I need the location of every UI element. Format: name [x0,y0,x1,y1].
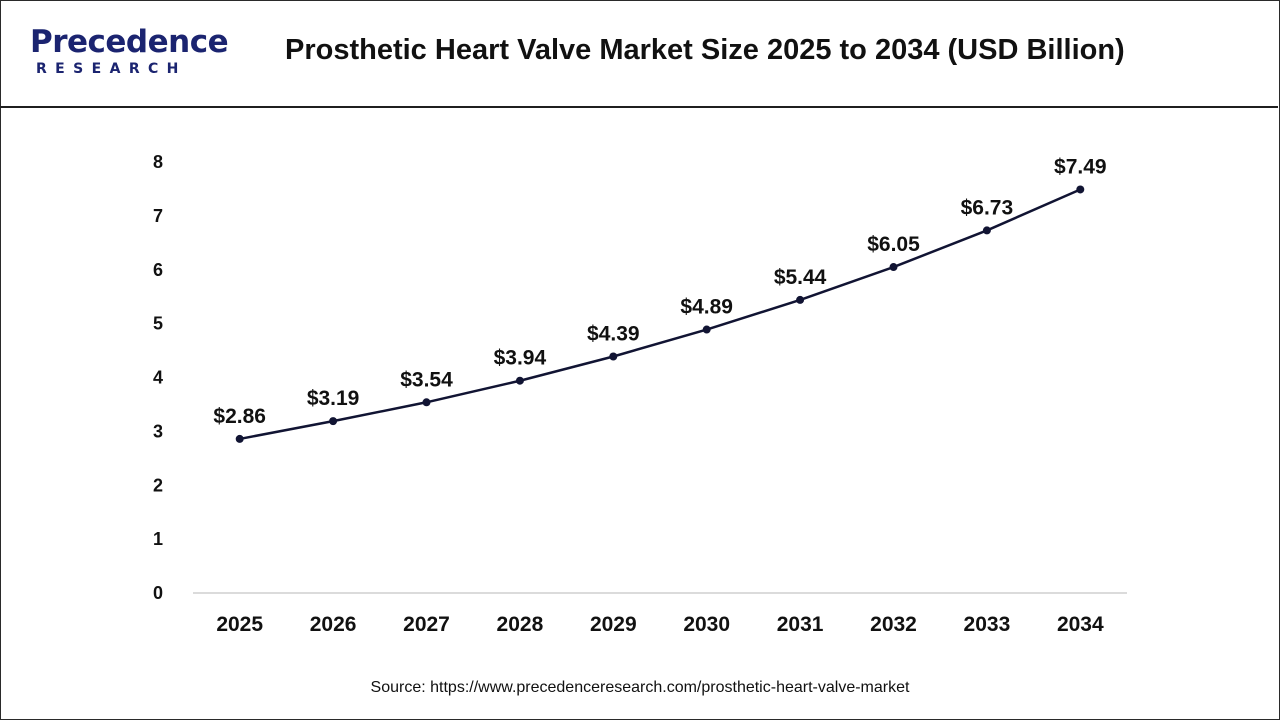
data-point [515,376,524,385]
x-tick-label: 2028 [497,613,544,636]
data-label: $5.44 [774,266,827,289]
x-tick-label: 2030 [683,613,730,636]
data-label: $2.86 [213,405,266,428]
y-tick-label: 4 [153,368,163,388]
y-tick-label: 3 [153,421,163,441]
data-point [796,295,805,304]
y-tick-label: 1 [153,529,163,549]
data-label: $4.89 [680,296,733,319]
x-tick-label: 2034 [1057,613,1104,636]
chart-title: Prosthetic Heart Valve Market Size 2025 … [285,34,1125,66]
y-tick-label: 2 [153,475,163,495]
header: Precedence RESEARCH Prosthetic Heart Val… [0,0,1278,108]
source-note: Source: https://www.precedenceresearch.c… [370,679,910,696]
data-point [1076,185,1085,194]
x-tick-label: 2029 [590,613,637,636]
data-label: $6.73 [961,196,1014,219]
y-tick-label: 8 [153,152,163,172]
data-label: $6.05 [867,233,920,256]
brand-logo: Precedence RESEARCH [30,24,230,84]
y-tick-label: 5 [153,314,163,334]
data-point [609,352,618,361]
y-tick-label: 7 [153,206,163,226]
x-tick-label: 2026 [310,613,357,636]
data-label: $3.19 [307,387,360,410]
data-label: $3.54 [400,368,453,391]
x-tick-label: 2025 [216,613,263,636]
logo-subtext: RESEARCH [36,61,187,77]
y-tick-label: 0 [153,583,163,603]
data-point [702,325,711,334]
data-point [889,263,898,272]
logo-text: Precedence [30,24,229,60]
data-point [235,434,244,443]
data-label: $4.39 [587,322,640,345]
series-line [239,188,1081,441]
x-tick-label: 2033 [964,613,1011,636]
data-label: $3.94 [494,347,547,370]
x-tick-label: 2031 [777,613,824,636]
data-point [982,226,991,235]
y-tick-label: 6 [153,260,163,280]
x-tick-label: 2032 [870,613,917,636]
data-point [422,398,431,407]
data-label: $7.49 [1054,155,1107,178]
data-point [329,417,338,426]
x-tick-label: 2027 [403,613,450,636]
